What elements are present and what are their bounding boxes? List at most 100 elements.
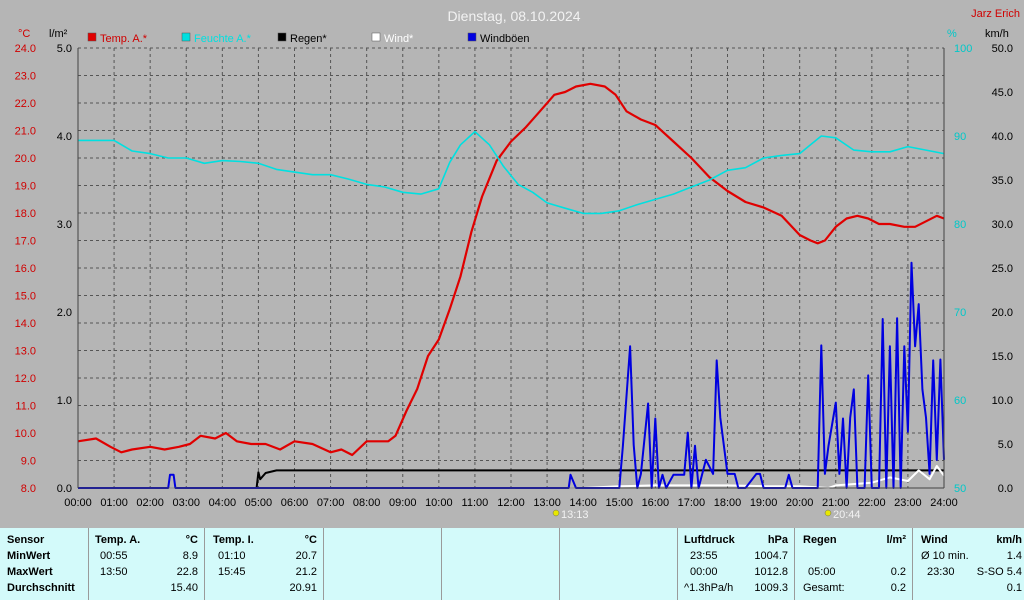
time-tick-label: 09:00: [389, 497, 417, 509]
empty-column-2: [442, 528, 560, 600]
temp-i-max-value: 21.2: [295, 566, 317, 578]
time-tick-label: 24:00: [930, 497, 958, 509]
temp-tick-label: 10.0: [15, 428, 36, 440]
rain-unit: l/m²: [886, 534, 906, 546]
wind-tick-label: 5.0: [998, 439, 1013, 451]
statistics-table: Sensor MinWert MaxWert Durchschnitt Temp…: [0, 528, 1024, 600]
time-tick-label: 02:00: [136, 497, 164, 509]
wind-max-time: 23:30: [927, 566, 955, 578]
temp-a-column: Temp. A. °C 00:55 8.9 13:50 22.8 15.40: [89, 528, 205, 600]
temp-a-max-value: 22.8: [176, 566, 198, 578]
rain-tick-label: 0.0: [57, 483, 72, 495]
weather-chart: Dienstag, 08.10.2024 Jarz Erich °C l/m² …: [14, 8, 1020, 521]
rain-max-value: 0.2: [890, 566, 906, 578]
temp-tick-label: 20.0: [15, 153, 36, 165]
temp-a-header: Temp. A.: [95, 534, 141, 546]
time-tick-label: 07:00: [317, 497, 345, 509]
empty-column-1: [324, 528, 442, 600]
legend-label: Feuchte A.*: [194, 33, 252, 45]
temp-i-min-time: 01:10: [218, 550, 246, 562]
humidity-tick-label: 80: [954, 219, 966, 231]
chart-axes: 8.0 9.0 10.0 11.0 12.0 13.0 14.0 15.0 16.0 17.0 18…: [15, 43, 1013, 509]
wind-tick-label: 35.0: [992, 175, 1013, 187]
wind-tick-label: 20.0: [992, 307, 1013, 319]
row-label-avg: Durchschnitt: [7, 582, 75, 594]
temp-tick-label: 21.0: [15, 126, 36, 138]
time-tick-label: 22:00: [858, 497, 886, 509]
temp-i-column: Temp. I. °C 01:10 20.7 15:45 21.2 20.91: [205, 528, 324, 600]
rain-tick-label: 3.0: [57, 219, 72, 231]
temp-i-max-time: 15:45: [218, 566, 246, 578]
wind-unit: km/h: [996, 534, 1022, 546]
temp-tick-label: 15.0: [15, 291, 36, 303]
temp-tick-label: 9.0: [21, 456, 36, 468]
wind-max-value: S-SO 5.4: [976, 566, 1022, 578]
legend-swatch: [467, 32, 477, 42]
temp-i-min-value: 20.7: [295, 550, 317, 562]
humidity-tick-label: 60: [954, 395, 966, 407]
temp-tick-label: 18.0: [15, 208, 36, 220]
row-label-min: MinWert: [7, 550, 51, 562]
rain-header: Regen: [803, 534, 837, 546]
sensor-header: Sensor: [7, 534, 45, 546]
temp-a-min-time: 00:55: [100, 550, 128, 562]
series-line-4: [78, 261, 945, 489]
wind-avg-value: 0.1: [1006, 582, 1022, 594]
rain-axis-unit: l/m²: [49, 28, 68, 40]
rain-tick-label: 4.0: [57, 131, 72, 143]
temp-tick-label: 24.0: [15, 43, 36, 55]
sun-marker-icon: [552, 509, 560, 517]
wind-tick-label: 10.0: [992, 395, 1013, 407]
wind-header: Wind: [921, 534, 948, 546]
row-label-max: MaxWert: [7, 566, 53, 578]
temp-tick-label: 12.0: [15, 373, 36, 385]
temp-tick-label: 19.0: [15, 181, 36, 193]
legend-label: Temp. A.*: [100, 33, 148, 45]
time-tick-label: 11:00: [462, 497, 489, 509]
pressure-min-time: 23:55: [690, 550, 718, 562]
humidity-tick-label: 70: [954, 307, 966, 319]
rain-total-label: Gesamt:: [803, 582, 845, 594]
sensor-column: Sensor MinWert MaxWert Durchschnitt: [0, 528, 89, 600]
rain-tick-label: 2.0: [57, 307, 72, 319]
pressure-unit: hPa: [767, 534, 788, 546]
wind-tick-label: 50.0: [992, 43, 1013, 55]
wind-tick-label: 40.0: [992, 131, 1013, 143]
temp-a-unit: °C: [185, 534, 198, 546]
rain-tick-label: 5.0: [57, 43, 72, 55]
pressure-column: Luftdruck hPa 23:55 1004.7 00:00 1012.8 …: [678, 528, 795, 600]
wind-tick-label: 25.0: [992, 263, 1013, 275]
sun-marker-label: 13:13: [561, 509, 589, 521]
legend-swatch: [277, 32, 287, 42]
time-tick-label: 08:00: [353, 497, 381, 509]
time-tick-label: 19:00: [750, 497, 778, 509]
temp-tick-label: 13.0: [15, 346, 36, 358]
rain-max-time: 05:00: [808, 566, 836, 578]
humidity-tick-label: 50: [954, 483, 966, 495]
time-tick-label: 17:00: [678, 497, 706, 509]
chart-legend: Temp. A.* Feuchte A.* Regen* Wind* Windböen: [87, 32, 530, 45]
temp-i-header: Temp. I.: [213, 534, 254, 546]
time-tick-label: 18:00: [714, 497, 742, 509]
time-tick-label: 14:00: [569, 497, 597, 509]
series-line-2: [78, 469, 944, 489]
time-tick-label: 06:00: [281, 497, 309, 509]
series-line-0: [77, 82, 945, 457]
time-tick-label: 21:00: [822, 497, 850, 509]
time-tick-label: 00:00: [64, 497, 92, 509]
rain-total-value: 0.2: [890, 582, 906, 594]
chart-title: Dienstag, 08.10.2024: [447, 8, 580, 24]
legend-label: Regen*: [290, 33, 327, 45]
sun-marker-label: 20:44: [833, 509, 861, 521]
temp-i-avg-value: 20.91: [289, 582, 317, 594]
pressure-max-time: 00:00: [690, 566, 718, 578]
time-tick-label: 20:00: [786, 497, 814, 509]
series-line-1: [78, 130, 945, 215]
temp-tick-label: 16.0: [15, 263, 36, 275]
chart-grid: [77, 47, 945, 489]
time-tick-label: 04:00: [209, 497, 237, 509]
legend-label: Windböen: [480, 33, 530, 45]
temp-tick-label: 14.0: [15, 318, 36, 330]
wind-tick-label: 0.0: [998, 483, 1013, 495]
author-label: Jarz Erich: [971, 8, 1020, 20]
